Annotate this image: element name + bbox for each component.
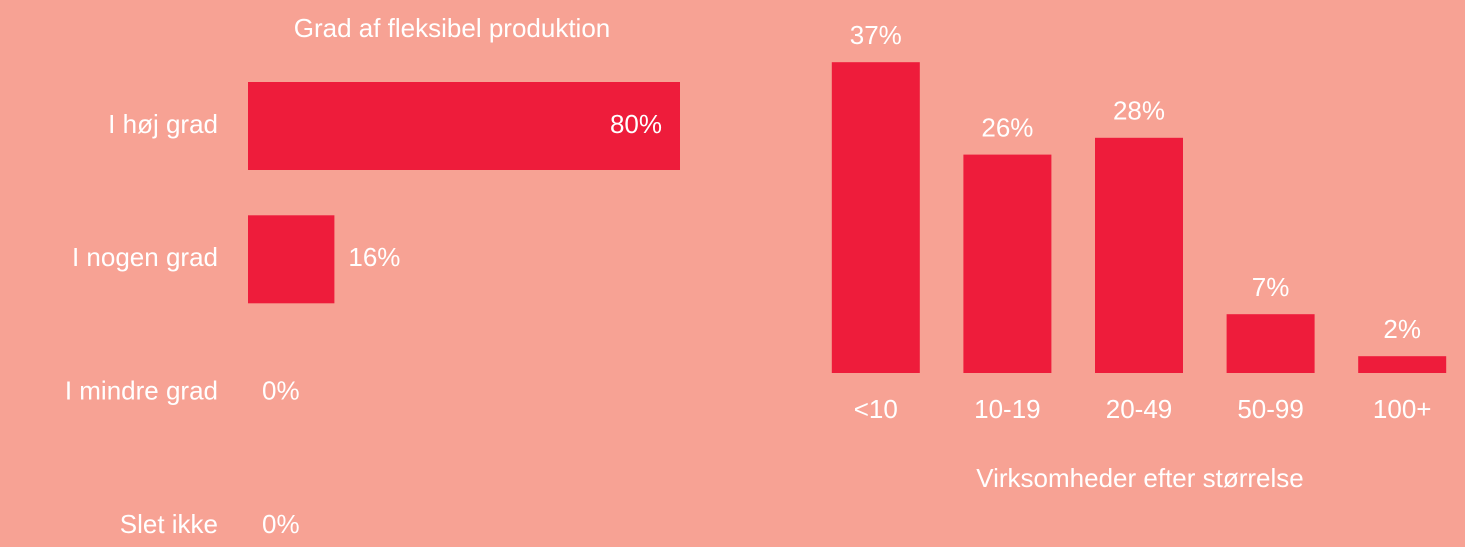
category-label: I nogen grad (72, 242, 218, 272)
value-label: 7% (1252, 272, 1290, 302)
category-label: Slet ikke (120, 509, 218, 539)
category-label: 10-19 (974, 394, 1041, 424)
category-label: <10 (854, 394, 898, 424)
bar (248, 82, 680, 170)
value-label: 26% (981, 112, 1033, 142)
value-label: 0% (262, 509, 300, 539)
value-label: 28% (1113, 96, 1165, 126)
bar (831, 62, 920, 373)
category-label: 100+ (1373, 394, 1432, 424)
value-label: 0% (262, 375, 300, 405)
category-label: 50-99 (1237, 394, 1304, 424)
bar (1095, 137, 1183, 373)
value-label: 16% (348, 242, 400, 272)
value-label: 37% (850, 20, 902, 50)
bar (963, 154, 1052, 373)
category-label: I høj grad (108, 109, 218, 139)
chart-title: Grad af fleksibel produktion (294, 13, 611, 43)
bar (1358, 356, 1447, 373)
category-label: 20-49 (1106, 394, 1173, 424)
bar (1226, 314, 1315, 373)
bar (248, 215, 335, 304)
x-axis-label: Virksomheder efter størrelse (976, 463, 1304, 493)
value-label: 2% (1383, 314, 1421, 344)
category-label: I mindre grad (65, 375, 218, 405)
value-label: 80% (610, 109, 662, 139)
